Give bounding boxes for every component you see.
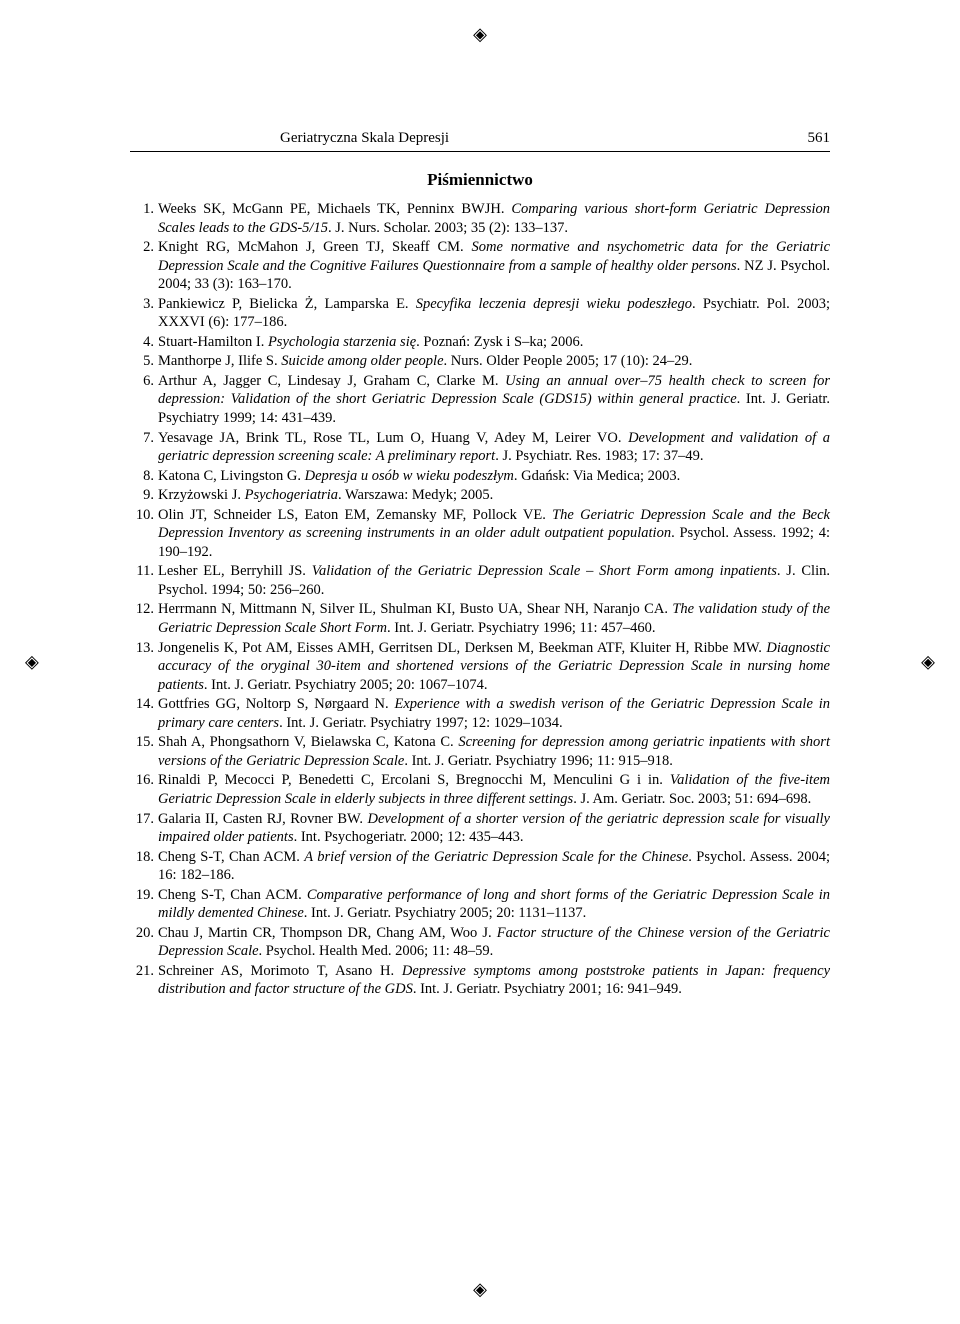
reference-text: Krzyżowski J. Psychogeriatria. Warszawa:… — [158, 487, 493, 503]
reference-text: Yesavage JA, Brink TL, Rose TL, Lum O, H… — [158, 430, 830, 465]
reference-item: 10.Olin JT, Schneider LS, Eaton EM, Zema… — [130, 506, 830, 562]
reference-text: Schreiner AS, Morimoto T, Asano H. Depre… — [158, 963, 830, 998]
reference-item: 5.Manthorpe J, Ilife S. Suicide among ol… — [130, 352, 830, 371]
reference-number: 18. — [130, 848, 154, 867]
reference-item: 3.Pankiewicz P, Bielicka Ż, Lamparska E.… — [130, 295, 830, 332]
reference-item: 4.Stuart-Hamilton I. Psychologia starzen… — [130, 333, 830, 352]
reference-text: Lesher EL, Berryhill JS. Validation of t… — [158, 563, 830, 598]
reference-text: Galaria II, Casten RJ, Rovner BW. Develo… — [158, 811, 830, 846]
reference-text: Katona C, Livingston G. Depresja u osób … — [158, 468, 680, 484]
reference-item: 11.Lesher EL, Berryhill JS. Validation o… — [130, 562, 830, 599]
reference-number: 8. — [130, 467, 154, 486]
reference-text: Shah A, Phongsathorn V, Bielawska C, Kat… — [158, 734, 830, 769]
reference-number: 21. — [130, 962, 154, 981]
reference-item: 6.Arthur A, Jagger C, Lindesay J, Graham… — [130, 372, 830, 428]
reference-item: 21.Schreiner AS, Morimoto T, Asano H. De… — [130, 962, 830, 999]
reference-text: Knight RG, McMahon J, Green TJ, Skeaff C… — [158, 239, 830, 292]
reference-item: 1.Weeks SK, McGann PE, Michaels TK, Penn… — [130, 200, 830, 237]
reference-item: 7.Yesavage JA, Brink TL, Rose TL, Lum O,… — [130, 429, 830, 466]
reference-number: 14. — [130, 695, 154, 714]
reference-number: 12. — [130, 600, 154, 619]
reference-item: 15.Shah A, Phongsathorn V, Bielawska C, … — [130, 733, 830, 770]
reference-number: 20. — [130, 924, 154, 943]
reference-item: 13.Jongenelis K, Pot AM, Eisses AMH, Ger… — [130, 639, 830, 695]
reference-number: 13. — [130, 639, 154, 658]
page-content: Geriatryczna Skala Depresji 561 Piśmienn… — [0, 0, 960, 1060]
reference-item: 8.Katona C, Livingston G. Depresja u osó… — [130, 467, 830, 486]
reference-item: 9.Krzyżowski J. Psychogeriatria. Warszaw… — [130, 486, 830, 505]
reference-text: Cheng S-T, Chan ACM. Comparative perform… — [158, 887, 830, 922]
reference-number: 6. — [130, 372, 154, 391]
reference-item: 12.Herrmann N, Mittmann N, Silver IL, Sh… — [130, 600, 830, 637]
crop-mark-bottom-icon: ◈ — [473, 1279, 487, 1300]
reference-number: 10. — [130, 506, 154, 525]
reference-number: 1. — [130, 200, 154, 219]
reference-text: Rinaldi P, Mecocci P, Benedetti C, Ercol… — [158, 772, 830, 807]
reference-number: 17. — [130, 810, 154, 829]
reference-text: Weeks SK, McGann PE, Michaels TK, Pennin… — [158, 201, 830, 236]
reference-text: Chau J, Martin CR, Thompson DR, Chang AM… — [158, 925, 830, 960]
reference-text: Manthorpe J, Ilife S. Suicide among olde… — [158, 353, 692, 369]
reference-item: 16.Rinaldi P, Mecocci P, Benedetti C, Er… — [130, 771, 830, 808]
reference-item: 18.Cheng S-T, Chan ACM. A brief version … — [130, 848, 830, 885]
reference-list: 1.Weeks SK, McGann PE, Michaels TK, Penn… — [130, 200, 830, 999]
reference-text: Jongenelis K, Pot AM, Eisses AMH, Gerrit… — [158, 640, 830, 693]
reference-number: 5. — [130, 352, 154, 371]
running-title: Geriatryczna Skala Depresji — [130, 130, 449, 147]
reference-text: Pankiewicz P, Bielicka Ż, Lamparska E. S… — [158, 296, 830, 331]
reference-text: Herrmann N, Mittmann N, Silver IL, Shulm… — [158, 601, 830, 636]
reference-number: 19. — [130, 886, 154, 905]
page-number: 561 — [808, 130, 831, 147]
reference-number: 4. — [130, 333, 154, 352]
reference-item: 19.Cheng S-T, Chan ACM. Comparative perf… — [130, 886, 830, 923]
reference-number: 2. — [130, 238, 154, 257]
reference-item: 20.Chau J, Martin CR, Thompson DR, Chang… — [130, 924, 830, 961]
reference-number: 16. — [130, 771, 154, 790]
reference-item: 17.Galaria II, Casten RJ, Rovner BW. Dev… — [130, 810, 830, 847]
reference-item: 2.Knight RG, McMahon J, Green TJ, Skeaff… — [130, 238, 830, 294]
reference-text: Stuart-Hamilton I. Psychologia starzenia… — [158, 334, 583, 350]
reference-number: 7. — [130, 429, 154, 448]
reference-number: 11. — [130, 562, 154, 581]
reference-number: 3. — [130, 295, 154, 314]
reference-text: Cheng S-T, Chan ACM. A brief version of … — [158, 849, 830, 884]
reference-text: Arthur A, Jagger C, Lindesay J, Graham C… — [158, 373, 830, 426]
reference-text: Olin JT, Schneider LS, Eaton EM, Zemansk… — [158, 507, 830, 560]
running-head: Geriatryczna Skala Depresji 561 — [130, 130, 830, 152]
reference-item: 14.Gottfries GG, Noltorp S, Nørgaard N. … — [130, 695, 830, 732]
section-title: Piśmiennictwo — [130, 170, 830, 190]
reference-text: Gottfries GG, Noltorp S, Nørgaard N. Exp… — [158, 696, 830, 731]
reference-number: 9. — [130, 486, 154, 505]
reference-number: 15. — [130, 733, 154, 752]
